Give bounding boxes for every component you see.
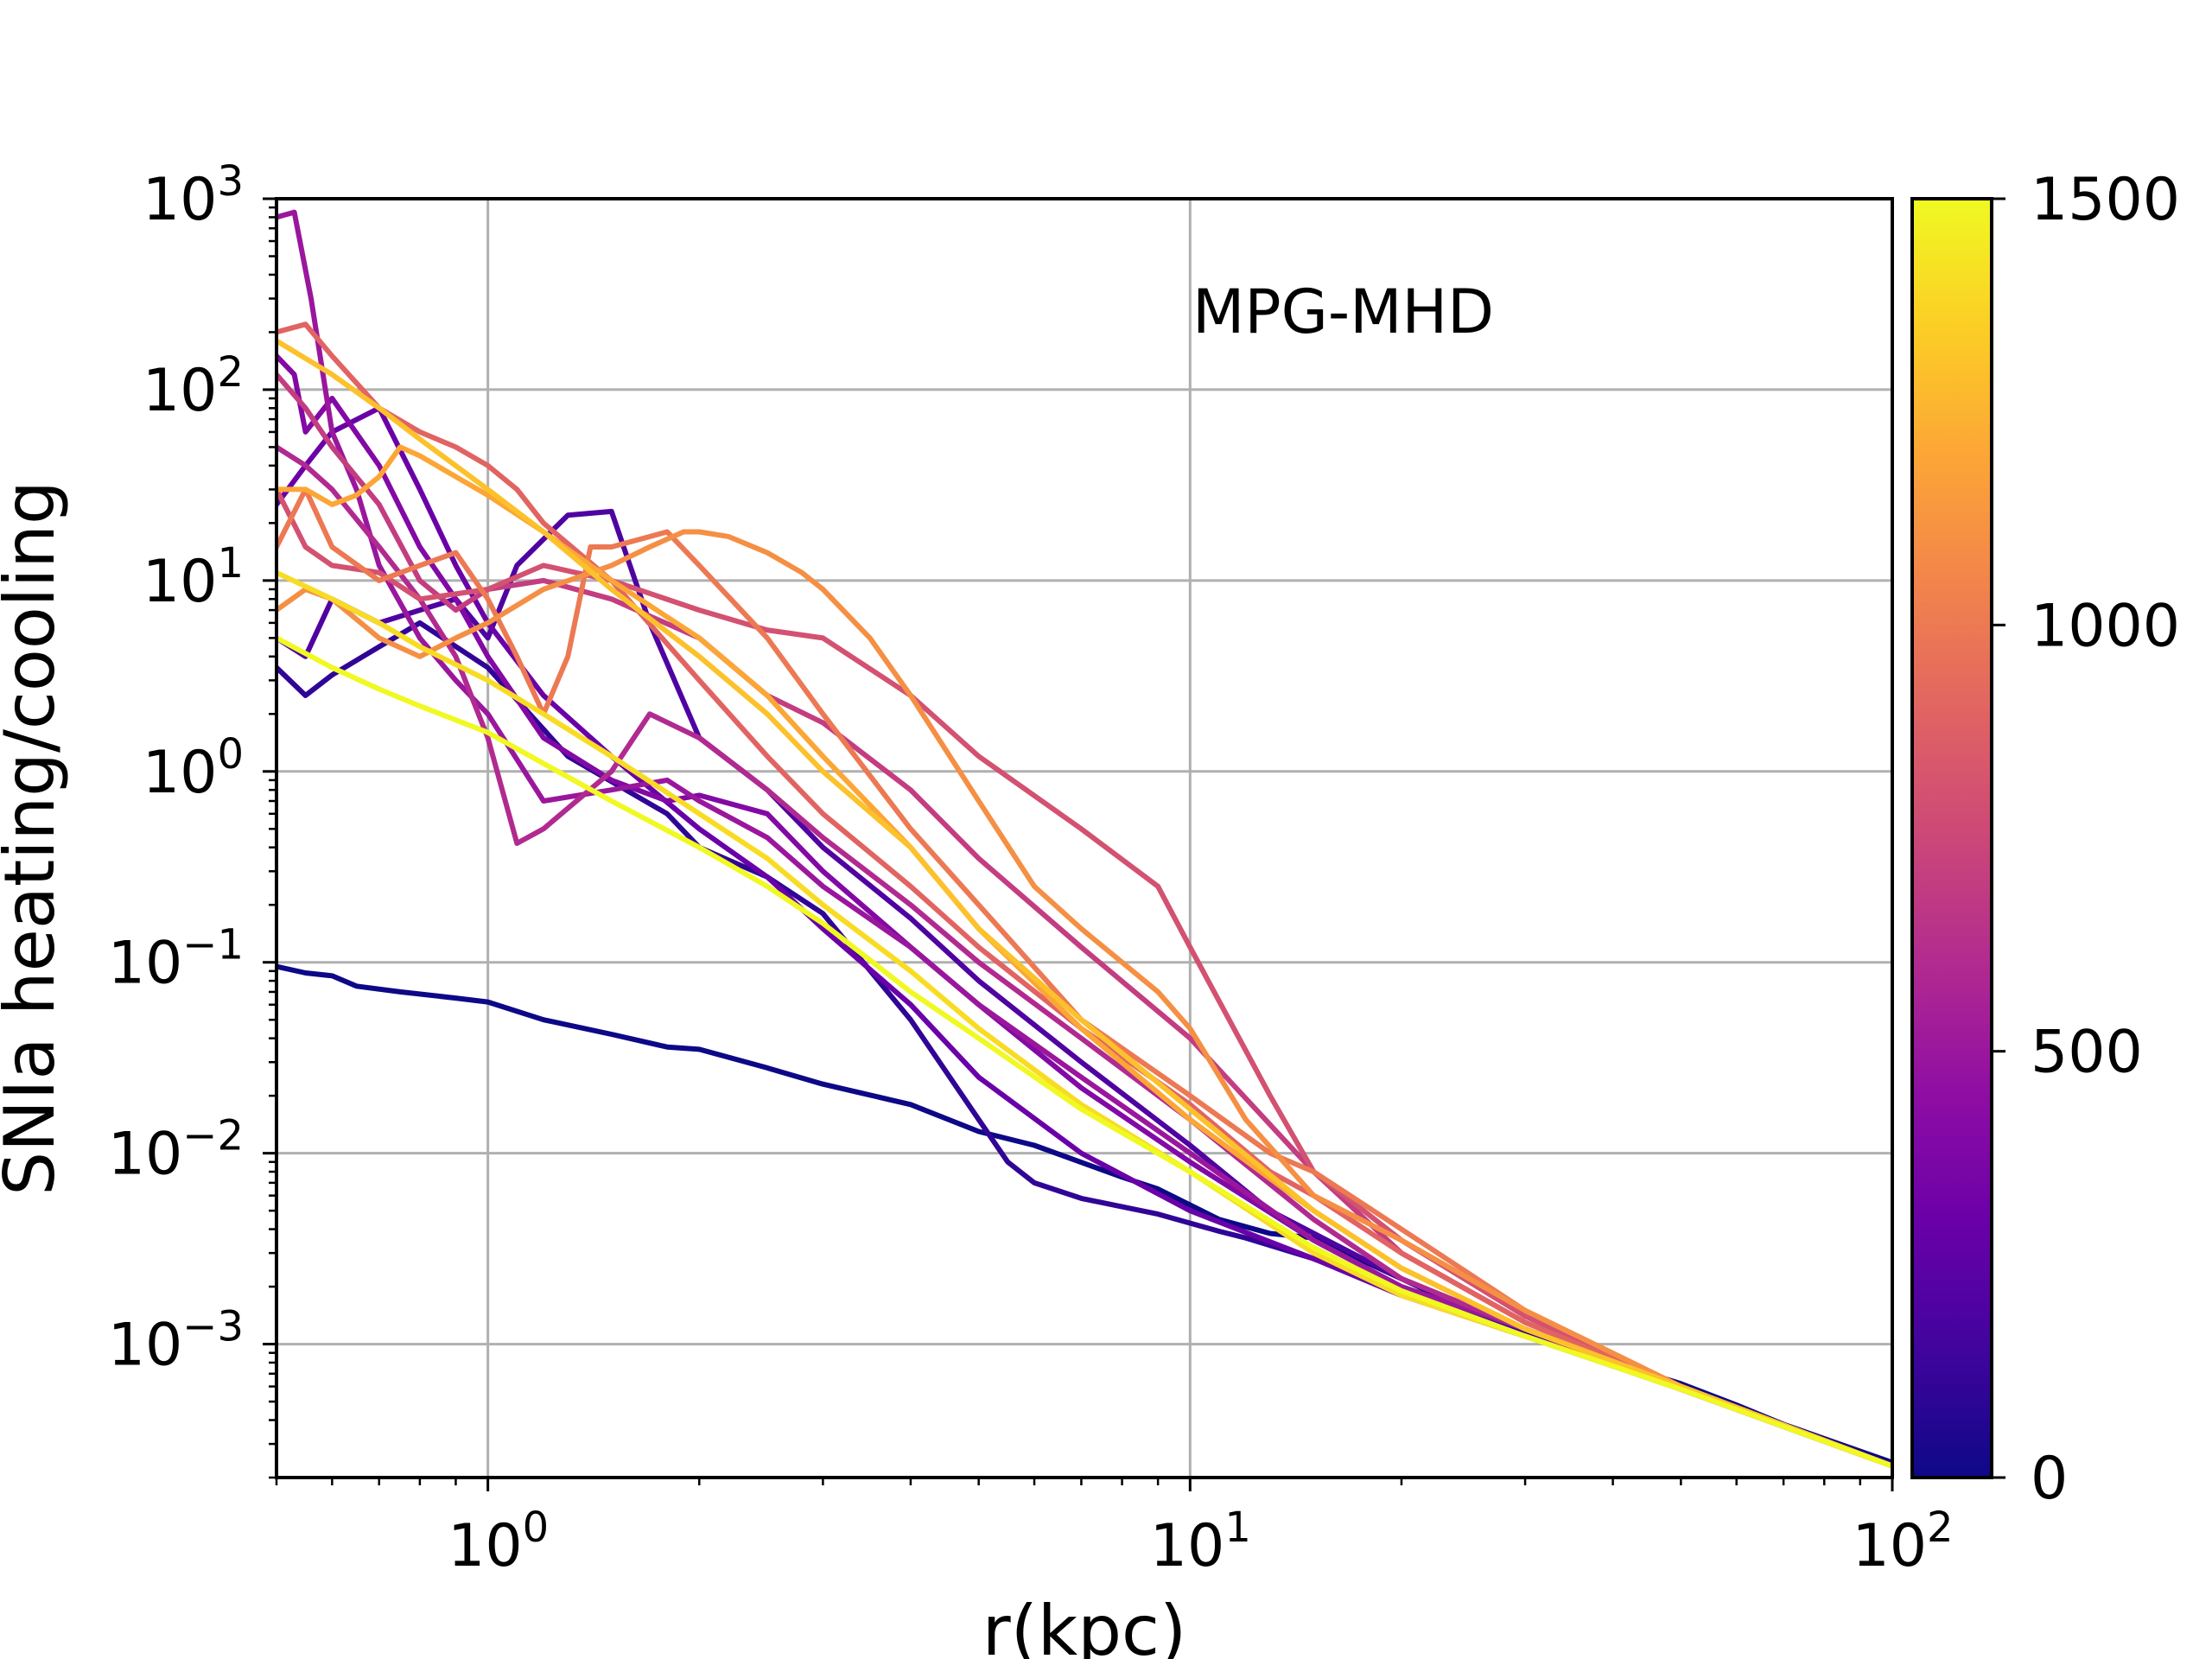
series-line-t-1400 bbox=[276, 569, 1892, 1469]
x-tick-label: 102 bbox=[1852, 1503, 1953, 1580]
series-line-t-1500 bbox=[276, 635, 1892, 1469]
series-line-t-1200 bbox=[276, 444, 1892, 1469]
grid-lines bbox=[276, 197, 1894, 1478]
y-tick-label: 10−3 bbox=[108, 1303, 244, 1380]
y-tick-label: 10−2 bbox=[108, 1112, 244, 1189]
plot-frame bbox=[275, 197, 1894, 1479]
colorbar-gradient bbox=[1910, 197, 1993, 1479]
series-lines bbox=[276, 209, 1892, 1469]
series-line-t-1100 bbox=[276, 529, 1892, 1469]
y-tick-label: 101 bbox=[143, 539, 244, 616]
series-line-t-400 bbox=[276, 353, 1892, 1469]
colorbar-ticks: 0 500 1000 1500 bbox=[1992, 166, 2180, 1513]
x-tick-label: 100 bbox=[448, 1503, 549, 1580]
x-tick-label: 101 bbox=[1150, 1503, 1251, 1580]
series-line-t-1300 bbox=[276, 338, 1892, 1469]
x-axis-label: r(kpc) bbox=[982, 1591, 1186, 1659]
annotation-label: MPG-MHD bbox=[1192, 276, 1494, 347]
y-tick-label: 100 bbox=[143, 730, 244, 807]
colorbar-tick-label: 1000 bbox=[2031, 592, 2180, 660]
tick-labels: 100 101 102 10−3 10−2 10−1 100 101 102 103 bbox=[108, 157, 1954, 1580]
y-tick-label: 10−1 bbox=[108, 921, 244, 998]
series-line-t-1000 bbox=[276, 486, 1892, 1469]
series-line-t-900 bbox=[276, 321, 1892, 1469]
series-line-t-600 bbox=[276, 444, 1892, 1469]
colorbar-tick-label: 500 bbox=[2031, 1019, 2143, 1087]
series-line-t-500 bbox=[276, 209, 1892, 1469]
axis-ticks bbox=[263, 197, 1894, 1491]
y-axis-label: SNIa heating/cooling bbox=[0, 480, 70, 1195]
series-line-t-700 bbox=[276, 372, 1892, 1469]
series-line-t-800 bbox=[276, 486, 1892, 1469]
colorbar: 0 500 1000 1500 bbox=[1910, 166, 2180, 1513]
y-tick-label: 102 bbox=[143, 348, 244, 425]
colorbar-tick-label: 0 bbox=[2031, 1445, 2068, 1513]
colorbar-tick-label: 1500 bbox=[2031, 166, 2180, 234]
y-tick-label: 103 bbox=[143, 157, 244, 234]
